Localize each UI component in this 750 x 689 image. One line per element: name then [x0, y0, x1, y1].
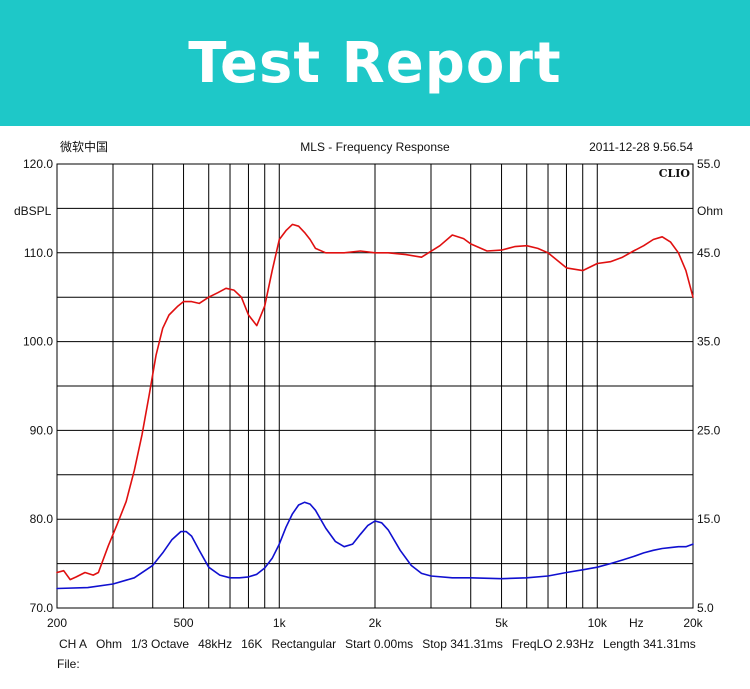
banner-title: Test Report	[188, 30, 562, 96]
y-tick-label: 110.0	[24, 246, 53, 260]
chart-title: MLS - Frequency Response	[300, 140, 450, 154]
x-tick-label: 10k	[588, 616, 608, 630]
y-tick-label: 70.0	[30, 601, 54, 615]
y2-axis-label: Ohm	[697, 204, 723, 218]
clio-brand: CLIO	[659, 167, 691, 180]
measurement-setting: Start 0.00ms	[345, 637, 414, 651]
left-axis-ticks: 120.0 110.0 100.0 90.0 80.0 70.0	[23, 157, 53, 615]
measurement-settings: CH A Ohm 1/3 Octave 48kHz 16K Rectangular Star…	[59, 637, 705, 651]
x-axis-unit: Hz	[629, 616, 644, 630]
measurement-setting: 16K	[241, 637, 263, 651]
measurement-setting: 48kHz	[198, 637, 233, 651]
x-tick-label: 500	[174, 616, 194, 630]
x-tick-label: 20k	[683, 616, 703, 630]
x-tick-label: 200	[47, 616, 67, 630]
y2-tick-label: 15.0	[697, 512, 721, 526]
file-label: File:	[57, 657, 80, 671]
y2-tick-label: 25.0	[697, 423, 721, 437]
measurement-setting: Ohm	[96, 637, 123, 651]
y2-tick-label: 55.0	[697, 157, 721, 171]
x-axis-ticks: 200 500 1k 2k 5k 10k 20k	[47, 616, 704, 630]
x-tick-label: 5k	[495, 616, 509, 630]
y-tick-label: 100.0	[23, 335, 53, 349]
x-tick-label: 1k	[273, 616, 287, 630]
y2-tick-label: 45.0	[697, 246, 721, 260]
x-tick-label: 2k	[369, 616, 383, 630]
y2-tick-label: 35.0	[697, 335, 721, 349]
measurement-setting: Stop 341.31ms	[422, 637, 503, 651]
report-banner: Test Report	[0, 0, 750, 126]
measurement-setting: 1/3 Octave	[131, 637, 190, 651]
measurement-setting: Length 341.31ms	[602, 637, 696, 651]
measurement-setting: FreqLO 2.93Hz	[511, 637, 594, 651]
header-left: 微软中国	[60, 139, 108, 154]
measurement-setting: CH A	[59, 637, 88, 651]
y-tick-label: 80.0	[30, 512, 54, 526]
measurement-setting: Rectangular	[271, 637, 337, 651]
header-timestamp: 2011-12-28 9.56.54	[589, 140, 693, 154]
series-layer	[56, 223, 694, 590]
impedance-curve	[56, 501, 694, 590]
right-axis-ticks: 55.0 45.0 35.0 25.0 15.0 5.0	[697, 157, 721, 615]
y2-tick-label: 5.0	[697, 601, 714, 615]
y-axis-label: dBSPL	[14, 204, 52, 218]
frequency-response-chart: 微软中国 MLS - Frequency Response 2011-12-28…	[14, 139, 723, 630]
y-tick-label: 120.0	[23, 157, 53, 171]
y-tick-label: 90.0	[30, 423, 54, 437]
spl-curve	[56, 223, 694, 581]
